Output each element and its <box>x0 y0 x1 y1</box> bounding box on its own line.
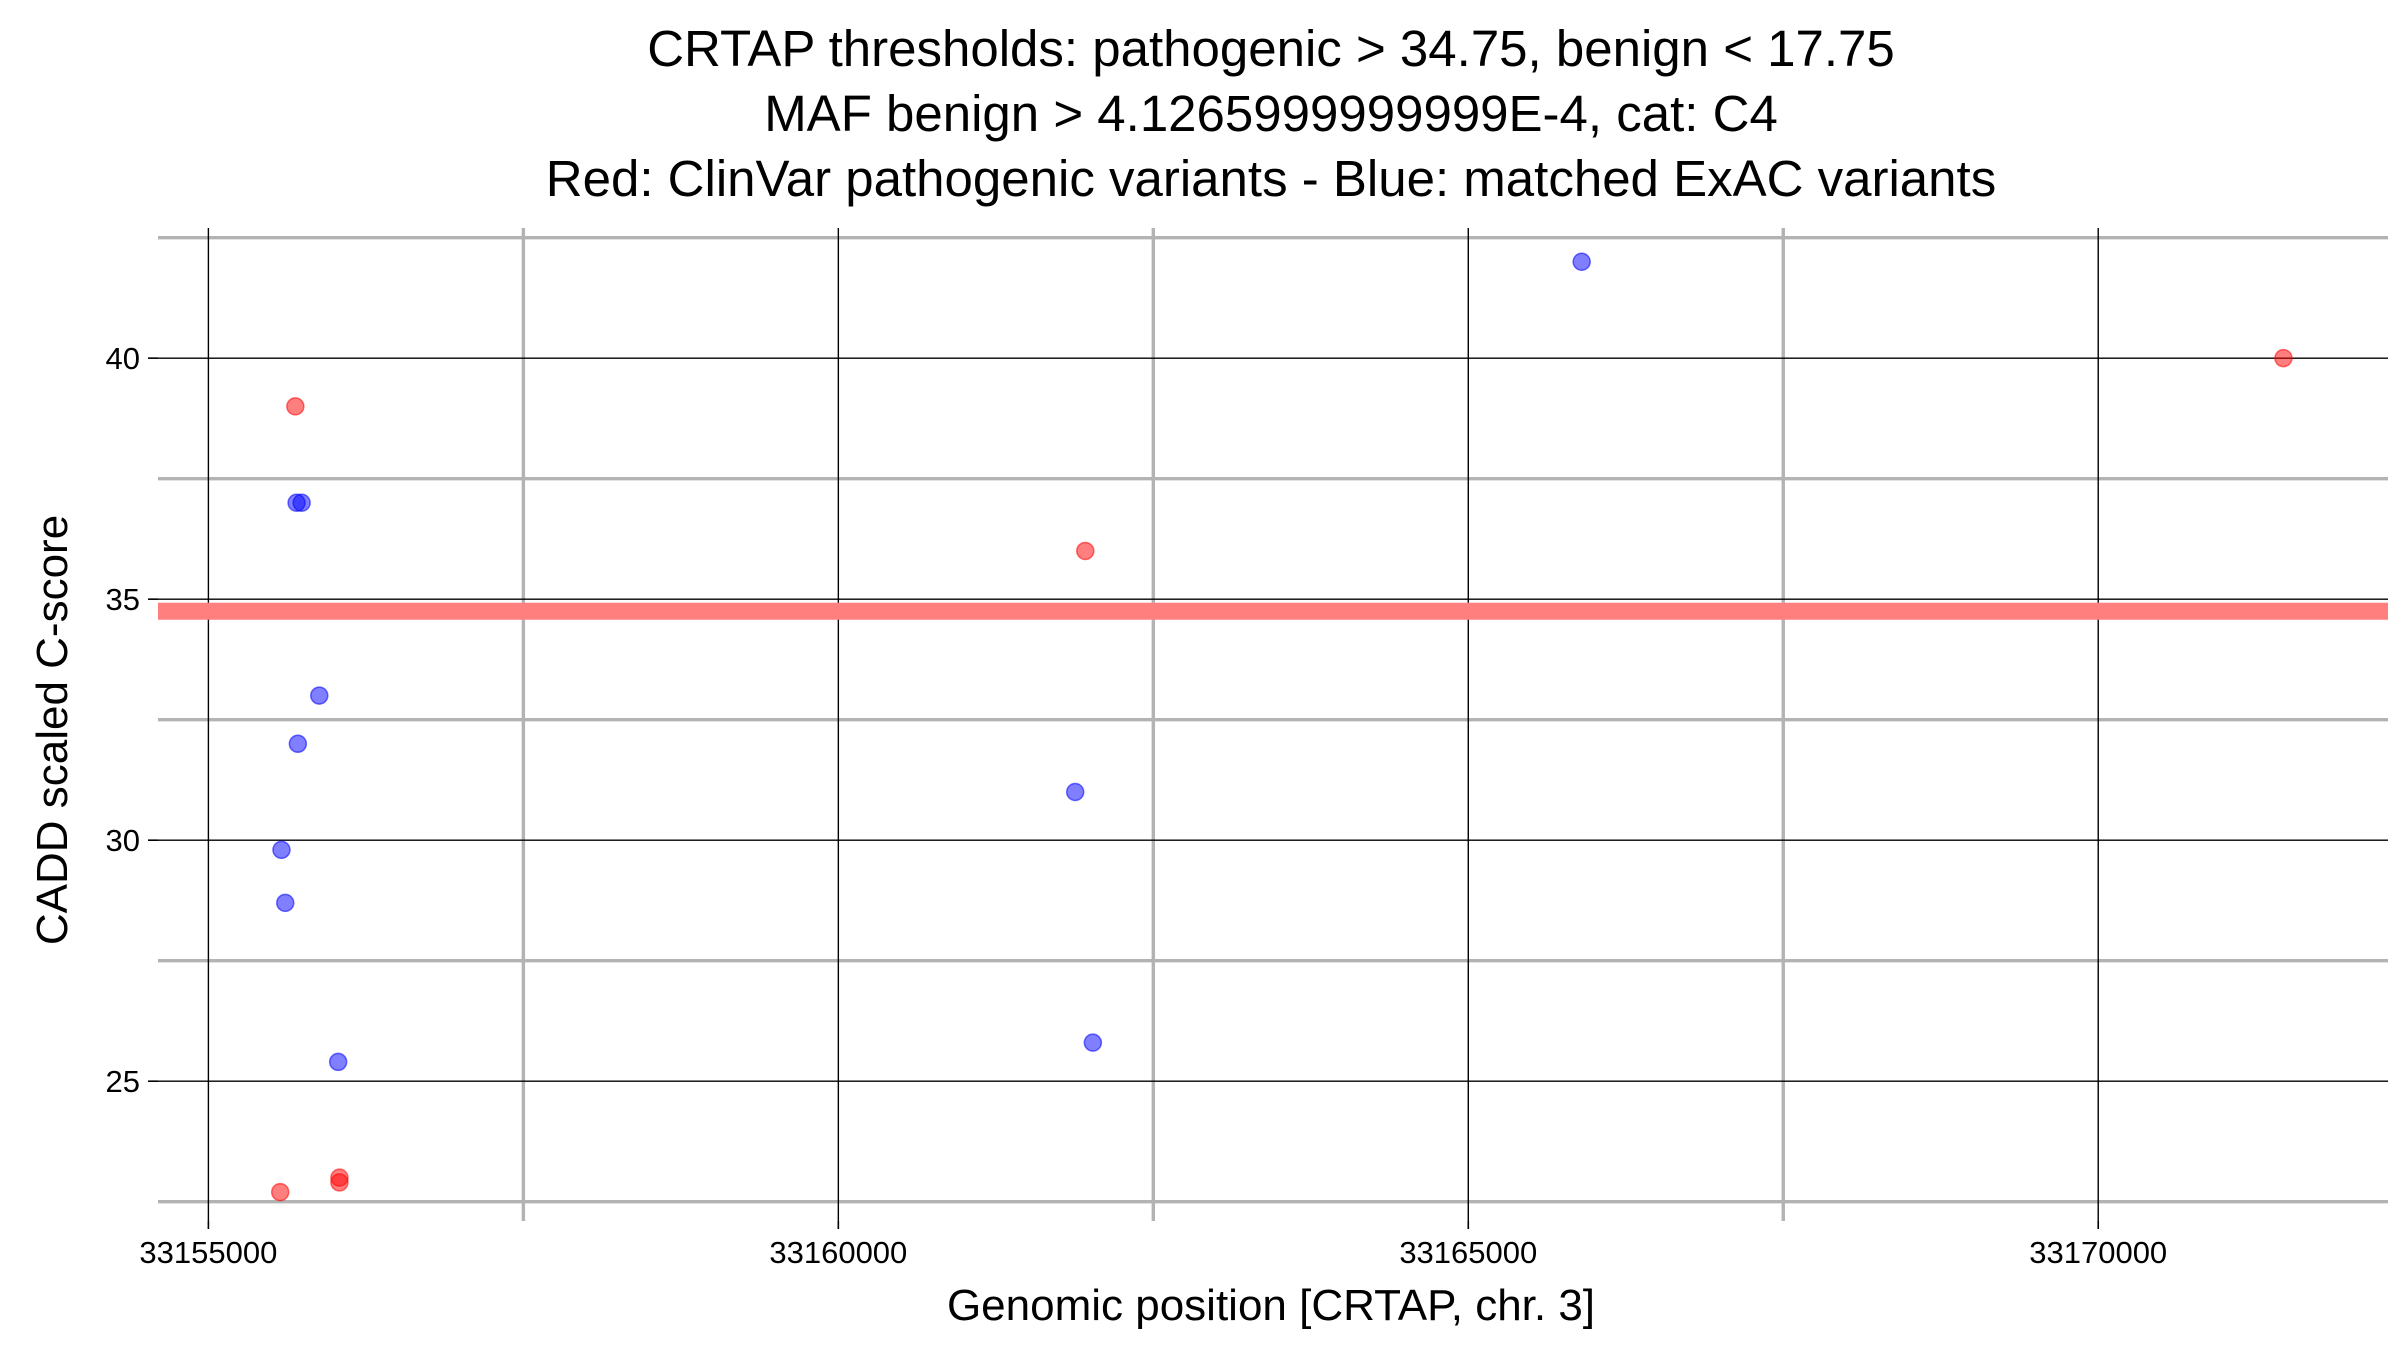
y-tick-label: 30 <box>106 823 140 858</box>
exac-point <box>1083 1033 1103 1052</box>
chart-title: CRTAP thresholds: pathogenic > 34.75, be… <box>546 20 1996 207</box>
series-clinvar-pathogenic <box>270 348 2293 1202</box>
exac-point <box>272 840 291 860</box>
exac-point <box>292 493 311 513</box>
exac-point <box>1065 782 1085 802</box>
clinvar-point <box>286 397 305 416</box>
exac-point <box>288 734 308 754</box>
clinvar-point <box>2274 348 2293 368</box>
x-axis-ticks: 33155000 33160000 33165000 33170000 <box>139 1221 2167 1270</box>
y-tick-label: 40 <box>106 341 140 376</box>
exac-point <box>1572 252 1591 271</box>
y-axis-title: CADD scaled C-score <box>28 515 77 945</box>
x-tick-label: 33165000 <box>1399 1235 1537 1270</box>
exac-point <box>310 686 329 705</box>
data-points <box>270 252 2293 1202</box>
x-tick-label: 33170000 <box>2029 1235 2167 1270</box>
y-axis-ticks: 25 30 35 40 <box>106 341 158 1099</box>
title-line-2: MAF benign > 4.1265999999999E-4, cat: C4 <box>764 85 1778 142</box>
x-tick-label: 33155000 <box>139 1235 277 1270</box>
grid-lines <box>158 228 2388 1221</box>
exac-point <box>275 893 295 913</box>
clinvar-point <box>330 1173 349 1192</box>
title-line-3: Red: ClinVar pathogenic variants - Blue:… <box>546 150 1996 207</box>
series-exac-matched <box>272 252 1591 1072</box>
x-tick-label: 33160000 <box>769 1235 907 1270</box>
y-tick-label: 25 <box>106 1064 140 1099</box>
clinvar-point <box>270 1182 290 1202</box>
title-line-1: CRTAP thresholds: pathogenic > 34.75, be… <box>647 20 1895 77</box>
y-tick-label: 35 <box>106 582 140 617</box>
clinvar-point <box>1076 541 1095 561</box>
exac-point <box>328 1052 348 1072</box>
x-axis-title: Genomic position [CRTAP, chr. 3] <box>947 1281 1595 1330</box>
